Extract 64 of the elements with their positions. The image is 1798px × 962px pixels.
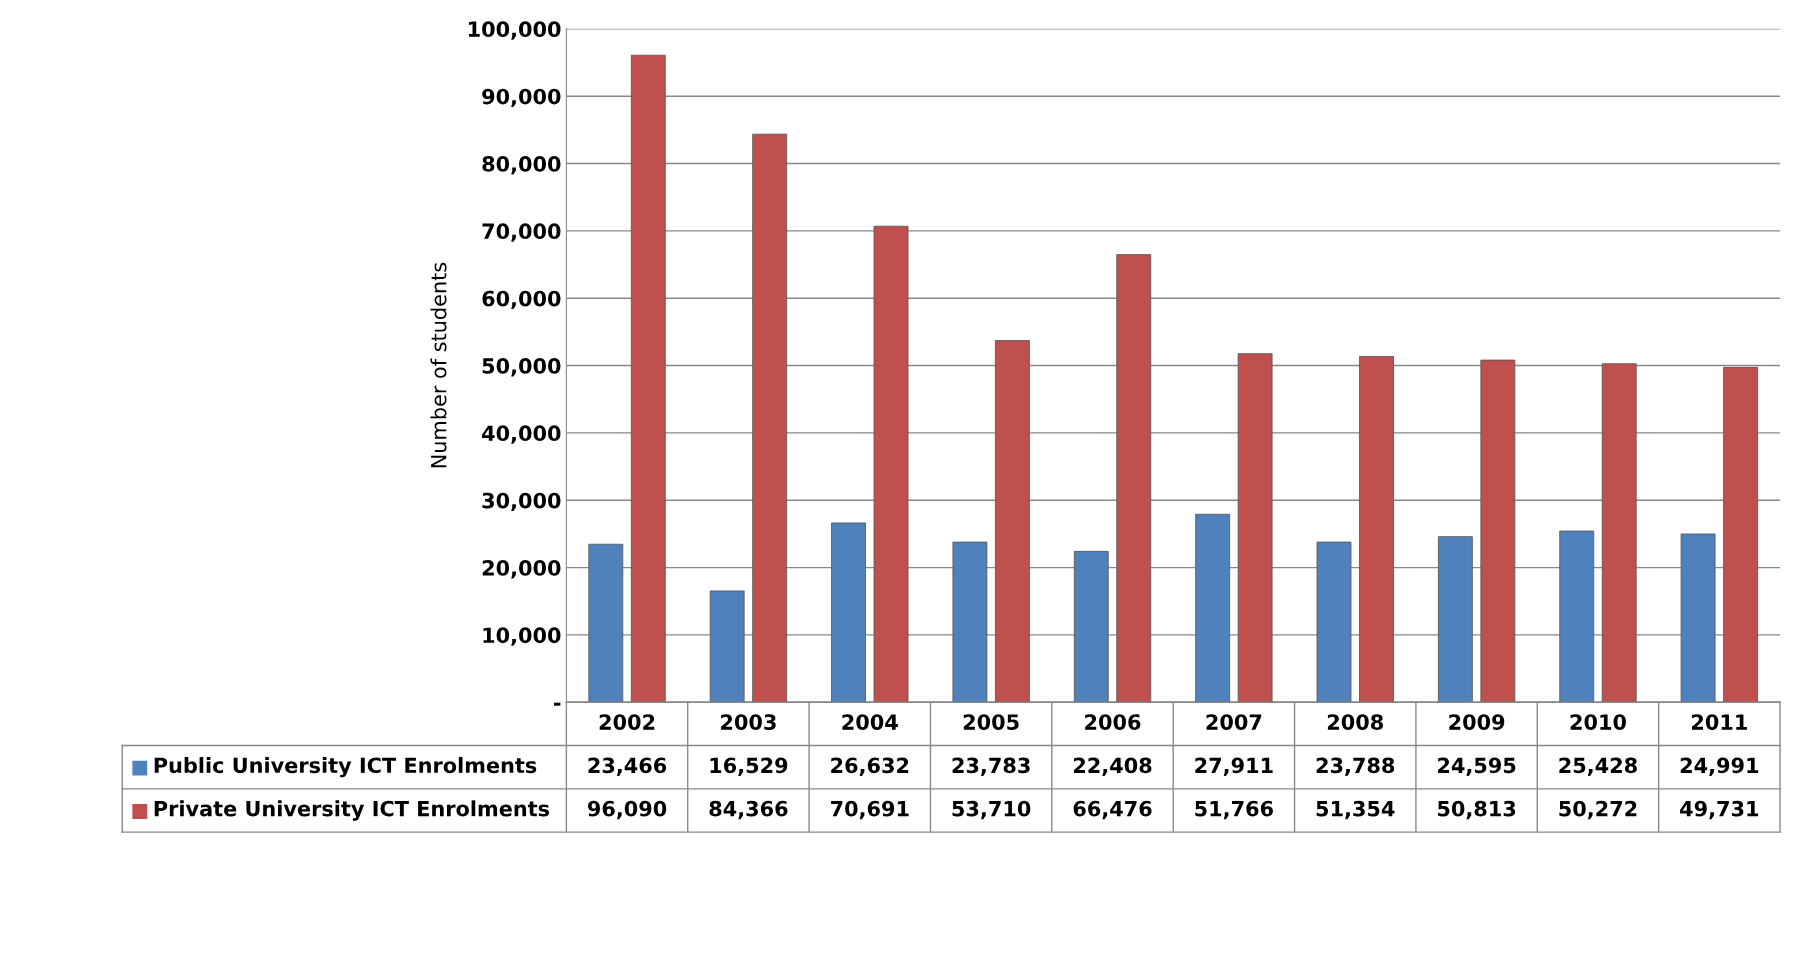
x-tick-label: 2004 [842, 714, 898, 730]
data-label: 84,366 [709, 800, 788, 820]
data-label: 50,272 [1559, 800, 1637, 820]
bar [1359, 356, 1394, 703]
data-label: 16,529 [710, 757, 788, 776]
x-tick-label: 2006 [1085, 714, 1141, 730]
data-label: 22,408 [1073, 757, 1152, 776]
bar [1437, 536, 1473, 703]
y-tick-label: 30,000 [482, 492, 561, 512]
bar [1723, 366, 1758, 703]
data-label: 51,354 [1316, 800, 1395, 820]
y-tick-label: - [553, 702, 561, 706]
bar [873, 225, 909, 703]
data-label: 23,466 [588, 757, 667, 776]
bar [1073, 550, 1109, 703]
x-tick-label: 2002 [599, 714, 655, 730]
bar [588, 543, 624, 703]
legend-label: Public University ICT Enrolments [154, 757, 537, 778]
y-tick-label: 40,000 [482, 425, 561, 444]
data-label: 51,766 [1195, 800, 1273, 820]
data-label: 23,788 [1316, 757, 1395, 776]
y-tick-label: 50,000 [482, 358, 561, 377]
bar [709, 590, 745, 703]
bar [1680, 533, 1716, 703]
data-label: 70,691 [830, 800, 909, 820]
y-tick-label: 100,000 [468, 21, 561, 40]
x-tick-label: 2009 [1449, 714, 1505, 730]
x-tick-label: 2007 [1206, 714, 1262, 730]
bar [952, 541, 988, 703]
bar [1601, 363, 1637, 703]
data-label: 23,783 [952, 757, 1030, 776]
y-tick-label: 60,000 [482, 290, 561, 310]
y-tick-label: 80,000 [482, 155, 561, 175]
y-tick-label: 20,000 [482, 560, 561, 579]
bar [1195, 513, 1231, 703]
data-label: 49,731 [1680, 800, 1759, 820]
y-axis-title: Number of students [430, 262, 447, 468]
data-label: 53,710 [952, 800, 1031, 820]
bar [1116, 254, 1152, 703]
x-tick-label: 2005 [963, 714, 1019, 730]
bar [831, 522, 866, 703]
bar [994, 340, 1030, 703]
bar [630, 54, 666, 703]
data-label: 24,991 [1680, 757, 1759, 776]
y-tick-label: 90,000 [482, 88, 561, 108]
data-label: 96,090 [587, 800, 667, 820]
data-label: 66,476 [1073, 800, 1152, 820]
bar [752, 133, 788, 703]
x-tick-label: 2010 [1570, 714, 1626, 730]
legend-label: Private University ICT Enrolments [154, 800, 550, 821]
x-tick-label: 2003 [721, 714, 776, 730]
y-tick-label: 70,000 [482, 223, 561, 242]
bar [1559, 530, 1595, 703]
data-label: 50,813 [1438, 800, 1516, 820]
bar [1480, 359, 1516, 703]
bar [1237, 353, 1273, 703]
data-label: 25,428 [1559, 757, 1637, 776]
data-label: 24,595 [1438, 757, 1516, 776]
bar [1316, 541, 1352, 703]
data-label: 26,632 [831, 757, 909, 776]
y-tick-label: 10,000 [483, 627, 561, 646]
x-tick-label: 2011 [1691, 714, 1747, 730]
x-tick-label: 2008 [1327, 714, 1383, 730]
data-label: 27,911 [1195, 757, 1273, 776]
